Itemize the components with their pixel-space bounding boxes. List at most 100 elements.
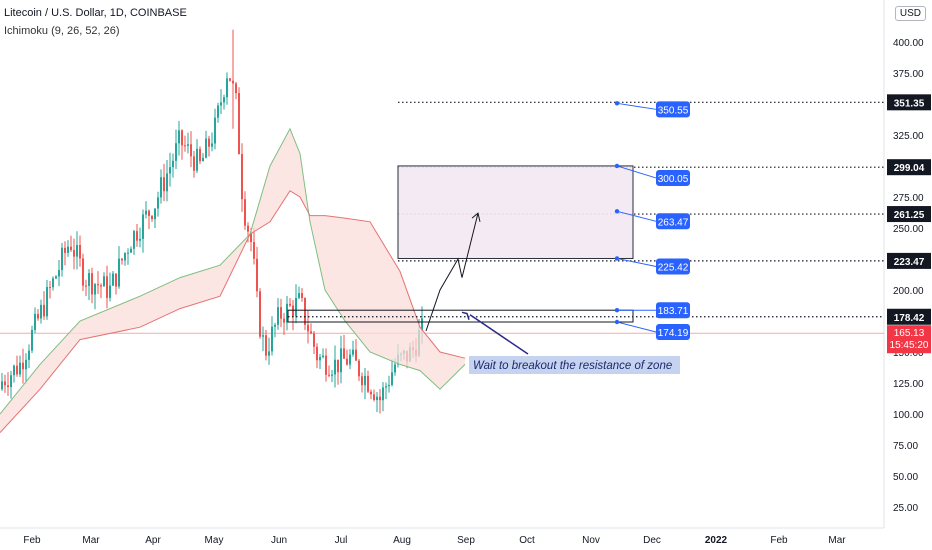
candle-body xyxy=(370,391,372,395)
candle-body xyxy=(298,293,300,298)
last-price-label: 165.13 xyxy=(894,328,925,339)
candle-body xyxy=(115,273,117,287)
level-axis-badge xyxy=(887,252,931,269)
level-axis-label: 223.47 xyxy=(894,257,925,268)
candle-body xyxy=(379,396,381,401)
candle-body xyxy=(160,177,162,198)
candle-body xyxy=(25,359,27,370)
candle-body xyxy=(274,324,276,327)
candle-body xyxy=(76,244,78,257)
time-tick-label: Aug xyxy=(393,535,411,546)
candle-body xyxy=(112,273,114,286)
candle-body xyxy=(280,307,282,319)
note-arrow xyxy=(469,314,529,355)
candle-body xyxy=(331,374,333,376)
candle-body xyxy=(343,348,345,359)
candle-body xyxy=(16,365,18,375)
candle-body xyxy=(346,358,348,365)
candle-body xyxy=(313,333,315,347)
candle-body xyxy=(271,326,273,352)
currency-button[interactable]: USD xyxy=(894,6,926,21)
candle-body xyxy=(238,93,240,155)
price-tick-label: 150.00 xyxy=(893,348,924,359)
candle-body xyxy=(253,241,255,259)
candle-body xyxy=(88,273,90,286)
senkou-span-b xyxy=(0,190,466,433)
candle-body xyxy=(358,360,360,377)
candle-body xyxy=(37,313,39,319)
candle-body xyxy=(82,258,84,286)
price-tick-label: 325.00 xyxy=(893,131,924,142)
price-label-text: 225.42 xyxy=(658,262,689,273)
label-anchor-dot xyxy=(614,163,620,169)
candle-body xyxy=(4,381,6,386)
candle-body xyxy=(184,145,186,147)
candle-body xyxy=(100,285,102,287)
level-axis-badge xyxy=(887,308,931,325)
candle-body xyxy=(196,148,198,171)
candle-body xyxy=(361,376,363,386)
label-connector xyxy=(616,257,657,267)
candle-body xyxy=(142,214,144,239)
candle-body xyxy=(64,247,66,253)
candle-body xyxy=(310,331,312,334)
cloud-fill xyxy=(0,128,465,433)
chart-title: Litecoin / U.S. Dollar, 1D, COINBASE xyxy=(4,7,187,19)
candle-body xyxy=(190,144,192,157)
candle-body xyxy=(205,138,207,158)
candle-body xyxy=(166,173,168,192)
time-tick-label: Mar xyxy=(828,535,846,546)
candle-body xyxy=(247,225,249,232)
candle-body xyxy=(316,346,318,361)
price-tick-label: 25.00 xyxy=(893,503,918,514)
candle-body xyxy=(61,247,63,271)
price-tick-label: 200.00 xyxy=(893,286,924,297)
candle-body xyxy=(172,160,174,168)
candle-body xyxy=(109,285,111,298)
price-label-box xyxy=(656,324,690,341)
level-axis-label: 178.42 xyxy=(894,313,925,324)
indicator-legend[interactable]: Ichimoku (9, 26, 52, 26) xyxy=(4,25,120,37)
price-label-text: 183.71 xyxy=(658,306,689,317)
candle-body xyxy=(163,177,165,192)
candle-body xyxy=(262,335,264,337)
candle-body xyxy=(7,385,9,388)
candle-body xyxy=(46,286,48,317)
candle-body xyxy=(136,231,138,241)
candle-body xyxy=(19,362,21,375)
candle-body xyxy=(154,208,156,220)
last-price-badge xyxy=(887,325,931,354)
level-axis-label: 351.35 xyxy=(894,98,925,109)
label-connector xyxy=(616,321,657,333)
price-label-box xyxy=(656,258,690,275)
candle-body xyxy=(70,246,72,251)
candle-body xyxy=(328,374,330,376)
candle-body xyxy=(217,105,219,118)
candle-body xyxy=(43,304,45,317)
candle-body xyxy=(241,154,243,200)
level-axis-label: 299.04 xyxy=(894,163,925,174)
candle-body xyxy=(103,276,105,287)
candle-body xyxy=(256,258,258,292)
note-arrowhead xyxy=(461,311,470,320)
candle-body xyxy=(139,238,141,241)
candle-body xyxy=(367,375,369,392)
countdown-label: 15:45:20 xyxy=(890,340,929,351)
candle-body xyxy=(49,286,51,288)
candle-body xyxy=(364,375,366,386)
candle-body xyxy=(385,386,387,388)
candle-body xyxy=(91,273,93,295)
price-label-text: 174.19 xyxy=(658,328,689,339)
time-tick-label: Jun xyxy=(271,535,287,546)
level-axis-badge xyxy=(887,206,931,223)
candle-body xyxy=(259,291,261,337)
candle-body xyxy=(193,156,195,171)
candle-body xyxy=(295,297,297,317)
price-label-box xyxy=(656,302,690,319)
candle-body xyxy=(373,394,375,401)
price-label-box xyxy=(656,213,690,230)
candle-body xyxy=(220,102,222,106)
candle-body xyxy=(58,270,60,277)
candle-body xyxy=(178,130,180,144)
